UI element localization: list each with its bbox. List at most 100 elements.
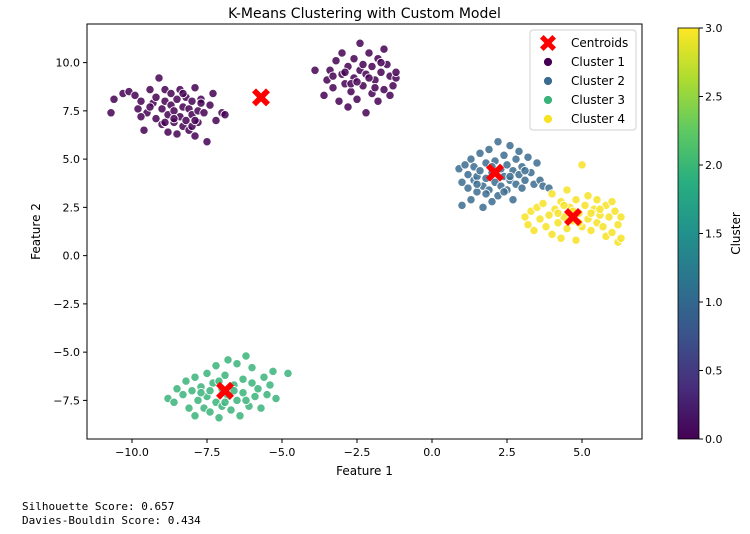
cluster-4-point: [553, 218, 563, 228]
colorbar-tick-label: 1.0: [705, 296, 723, 309]
legend-box: [529, 29, 637, 131]
cluster-2-point: [463, 183, 473, 193]
colorbar: [677, 27, 700, 440]
cluster-1-point: [163, 127, 173, 137]
legend-cluster-marker: [543, 95, 553, 105]
chart-title: K-Means Clustering with Custom Model: [228, 6, 501, 22]
legend-label: Cluster 1: [571, 55, 625, 69]
cluster-1-point: [160, 117, 170, 128]
cluster-4-point: [541, 222, 551, 232]
cluster-4-point: [544, 210, 554, 220]
colorbar-tick-label: 0.5: [705, 365, 723, 378]
cluster-3-point: [223, 355, 233, 365]
cluster-1-point: [370, 83, 380, 93]
y-tick-label: −5.0: [53, 346, 80, 359]
x-tick-label: 0.0: [423, 446, 441, 459]
cluster-4-point: [586, 225, 596, 236]
cluster-3-point: [241, 351, 251, 361]
cluster-4-point: [613, 220, 623, 230]
cluster-2-point: [466, 154, 476, 164]
cluster-2-point: [499, 187, 509, 197]
cluster-4-point: [598, 222, 608, 232]
cluster-4-point: [580, 200, 590, 211]
legend-cluster-marker: [543, 114, 553, 124]
cluster-3-point: [202, 368, 212, 379]
cluster-2-point: [466, 195, 476, 205]
cluster-1-point: [190, 131, 200, 141]
cluster-3-point: [178, 389, 188, 400]
legend: Centroids Cluster 1 Cluster 2 Cluster 3 Clus…: [529, 29, 637, 131]
y-axis: −7.5 −5.0 −2.5 0.0 2.5 5.0 7.5 10.0: [53, 57, 87, 407]
cluster-1-point: [364, 48, 374, 58]
cluster-1-point: [145, 102, 155, 112]
cluster-3-point: [205, 386, 215, 396]
legend-cluster-marker: [543, 76, 553, 86]
cluster-2-point: [505, 171, 515, 182]
cluster-1-point: [310, 65, 320, 75]
cluster-2-point: [484, 144, 494, 155]
cluster-4-point: [616, 233, 626, 243]
legend-centroid-marker: [540, 35, 556, 51]
cluster-2-point: [493, 137, 503, 147]
cluster-3-point: [283, 368, 293, 379]
cluster-3-point: [205, 407, 215, 417]
cluster-1-point: [367, 61, 377, 72]
cluster-1-point: [136, 96, 146, 106]
cluster-1-point: [349, 54, 359, 64]
cluster-3-point: [259, 372, 269, 382]
plot-frame: [86, 23, 643, 440]
cluster-2-point: [475, 148, 485, 158]
cluster-4-point: [529, 225, 539, 236]
cluster-2-point: [472, 179, 482, 189]
cluster-1-point: [379, 44, 389, 54]
legend-cluster-marker: [543, 57, 553, 67]
cluster-4-point: [562, 223, 572, 234]
cluster-2-point: [532, 158, 542, 168]
cluster-3-point: [211, 361, 221, 371]
cluster-1-point: [208, 88, 218, 99]
cluster-3-point: [226, 405, 236, 415]
cluster-1-point: [172, 94, 182, 104]
cluster-2-point: [502, 160, 512, 170]
cluster-3-point: [190, 411, 200, 421]
davies-bouldin-score: Davies-Bouldin Score: 0.434: [22, 514, 201, 527]
centroid-marker: [486, 163, 504, 182]
cluster-4-point: [616, 212, 626, 222]
cluster-2-point: [520, 175, 530, 185]
cluster-1-point: [202, 137, 212, 147]
cluster-4-point: [592, 195, 602, 205]
colorbar-tick-label: 3.0: [705, 22, 723, 35]
cluster-4-point: [562, 185, 572, 195]
cluster-3-point: [235, 411, 245, 421]
cluster-3-point: [190, 372, 200, 382]
cluster-4-point: [553, 208, 563, 218]
cluster-3-point: [196, 388, 206, 398]
cluster-1-point: [109, 94, 119, 104]
cluster-2-point: [475, 166, 485, 176]
silhouette-score: Silhouette Score: 0.657: [22, 500, 175, 513]
y-tick-label: 7.5: [63, 105, 81, 118]
cluster-1-point: [331, 56, 341, 66]
cluster-4-point: [523, 220, 533, 230]
cluster-4-point: [571, 195, 581, 205]
cluster-3-point: [238, 374, 248, 384]
colorbar-axis: 0.0 0.5 1.0 1.5 2.0 2.5 3.0: [699, 22, 723, 446]
legend-label: Centroids: [571, 36, 628, 50]
cluster-1-point: [190, 115, 200, 126]
cluster-1-point: [385, 90, 395, 101]
cluster-1-point: [220, 110, 230, 120]
x-tick-label: 5.0: [573, 446, 591, 459]
cluster-4-point: [595, 204, 605, 214]
x-tick-label: −10.0: [115, 446, 149, 459]
cluster-3-point: [184, 403, 194, 413]
cluster-2-point: [517, 183, 527, 193]
cluster-4-point: [610, 206, 620, 216]
cluster-2-point: [523, 152, 533, 162]
legend-label: Cluster 3: [571, 93, 625, 107]
centroids-layer: [216, 88, 582, 400]
cluster-1-point: [136, 112, 146, 122]
cluster-1-point: [172, 129, 182, 139]
cluster-4-point: [547, 229, 557, 240]
cluster-3-point: [232, 359, 242, 369]
cluster-1-point: [373, 96, 383, 106]
